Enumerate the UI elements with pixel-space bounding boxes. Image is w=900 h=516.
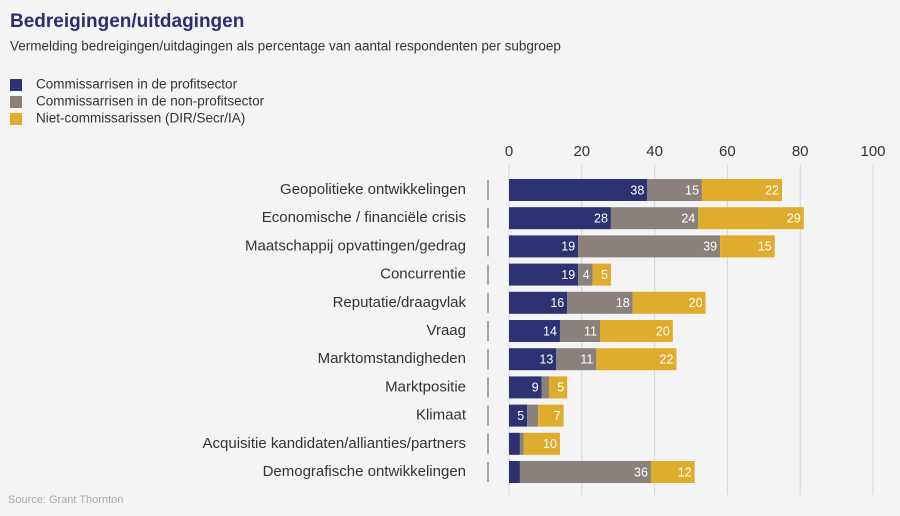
- y-tick-label: Marktpositie: [385, 378, 466, 395]
- bar-segment: [509, 235, 579, 258]
- data-label: 22: [765, 183, 779, 197]
- bar-segment: [549, 376, 568, 399]
- bar-segment: [578, 263, 593, 286]
- data-label: 15: [758, 240, 772, 254]
- bar-segment: [509, 320, 560, 342]
- data-label: 28: [594, 211, 608, 225]
- data-label: 39: [703, 240, 717, 254]
- bar-segment: [720, 235, 775, 258]
- bar-segment: [578, 235, 721, 258]
- data-label: 19: [561, 240, 575, 254]
- data-label: 19: [561, 268, 575, 282]
- data-label: 9: [532, 381, 539, 395]
- bar-segment: [519, 432, 524, 455]
- x-tick-label: 100: [860, 143, 885, 160]
- data-label: 14: [543, 324, 557, 338]
- bar-segment: [650, 461, 695, 483]
- data-label: 22: [660, 352, 674, 366]
- data-label: 36: [634, 465, 648, 479]
- data-label: 10: [543, 437, 557, 451]
- legend-swatch: [10, 113, 22, 125]
- data-label: 16: [550, 296, 564, 310]
- bar-segment: [509, 376, 542, 399]
- bar-segment: [647, 179, 702, 201]
- bar-segment: [509, 263, 579, 286]
- bar-segment: [596, 348, 677, 371]
- bar-segment: [509, 432, 520, 455]
- bar-segment: [509, 207, 611, 230]
- x-tick-label: 80: [792, 143, 809, 160]
- bar-segment: [701, 179, 782, 201]
- data-label: 7: [554, 409, 561, 423]
- data-label: 11: [580, 352, 593, 366]
- y-tick-label: Marktomstandigheden: [318, 350, 466, 367]
- bar-segment: [509, 348, 557, 371]
- x-tick-label: 60: [719, 143, 736, 160]
- data-label: 18: [616, 296, 630, 310]
- x-tick-label: 0: [505, 143, 513, 160]
- x-tick-label: 40: [646, 143, 663, 160]
- chart-title: Bedreigingen/uitdagingen: [10, 11, 244, 32]
- legend-label: Commissarrisen in de non-profitsector: [36, 94, 265, 109]
- data-label: 29: [787, 211, 801, 225]
- data-label: 5: [517, 409, 524, 423]
- y-tick-label: Acquisitie kandidaten/allianties/partner…: [203, 435, 467, 452]
- y-tick-label: Maatschappij opvattingen/gedrag: [245, 237, 466, 254]
- source: Source: Grant Thornton: [8, 494, 123, 506]
- bar-segment: [600, 320, 673, 342]
- y-tick-label: Concurrentie: [380, 266, 466, 283]
- legend-label: Commissarrisen in de profitsector: [36, 77, 238, 92]
- data-label: 4: [583, 268, 590, 282]
- bar-segment: [527, 404, 539, 427]
- bar-segment: [541, 376, 550, 399]
- data-label: 5: [601, 268, 608, 282]
- y-tick-label: Klimaat: [416, 407, 467, 424]
- y-tick-label: Geopolitieke ontwikkelingen: [280, 181, 466, 198]
- bar-segment: [519, 461, 651, 483]
- bar-segment: [509, 179, 648, 201]
- y-tick-label: Demografische ontwikkelingen: [263, 463, 466, 480]
- bar-segment: [523, 432, 560, 455]
- y-tick-label: Vraag: [427, 322, 466, 339]
- bar-segment: [509, 461, 520, 483]
- bar-segment: [509, 291, 568, 314]
- bar-segment: [556, 348, 597, 371]
- data-label: 20: [689, 296, 703, 310]
- data-label: 15: [685, 183, 699, 197]
- legend-label: Niet-commissarissen (DIR/Secr/IA): [36, 111, 245, 126]
- chart-subtitle: Vermelding bedreigingen/uitdagingen als …: [10, 39, 561, 54]
- data-label: 24: [681, 211, 695, 225]
- bar-segment: [610, 207, 699, 230]
- legend-swatch: [10, 96, 22, 108]
- y-tick-label: Economische / financiële crisis: [262, 209, 466, 226]
- legend-swatch: [10, 79, 22, 91]
- data-label: 13: [539, 352, 553, 366]
- bar-segment: [592, 263, 611, 286]
- x-tick-label: 20: [573, 143, 590, 160]
- bar-segment: [698, 207, 804, 230]
- data-label: 12: [678, 465, 692, 479]
- y-tick-label: Reputatie/draagvlak: [333, 294, 467, 311]
- data-label: 20: [656, 324, 670, 338]
- data-label: 38: [630, 183, 644, 197]
- bar-segment: [567, 291, 633, 314]
- data-label: 5: [557, 381, 564, 395]
- bar-segment: [538, 404, 564, 427]
- bar-segment: [559, 320, 600, 342]
- bar-segment: [632, 291, 706, 314]
- bar-segment: [509, 404, 528, 427]
- data-label: 11: [584, 324, 597, 338]
